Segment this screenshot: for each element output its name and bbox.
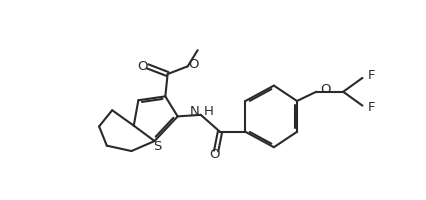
Text: F: F xyxy=(367,69,374,82)
Text: O: O xyxy=(209,148,219,161)
Text: F: F xyxy=(367,101,374,114)
Text: O: O xyxy=(137,60,147,73)
Text: S: S xyxy=(153,140,161,153)
Text: N: N xyxy=(189,105,199,118)
Text: O: O xyxy=(320,83,330,96)
Text: O: O xyxy=(187,58,198,71)
Text: H: H xyxy=(203,105,213,118)
